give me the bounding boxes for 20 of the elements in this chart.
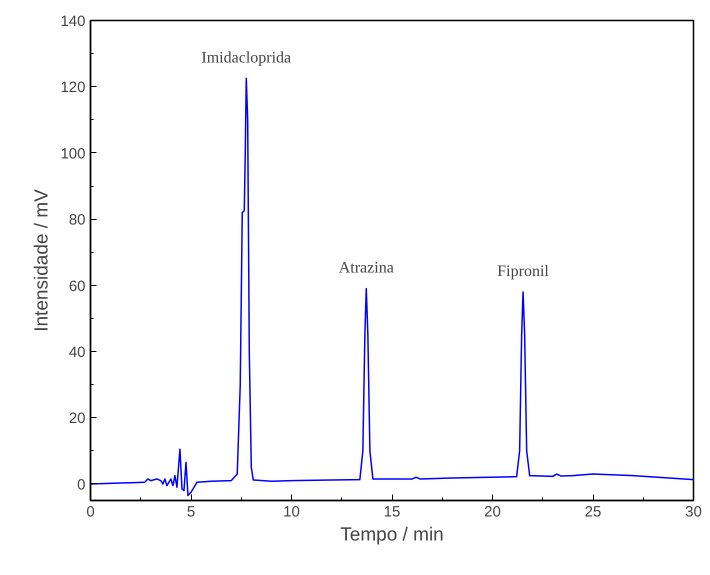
y-tick-label: 100 xyxy=(60,145,86,162)
line-series xyxy=(90,78,694,496)
x-tick-label: 20 xyxy=(484,504,501,520)
y-tick-label: 80 xyxy=(68,212,86,229)
y-axis-title: Intensidade / mV xyxy=(31,188,52,332)
x-tick-label: 10 xyxy=(283,504,300,520)
annotation: Fipronil xyxy=(497,262,550,280)
x-tick-label: 30 xyxy=(685,504,702,520)
y-tick-label: 140 xyxy=(60,13,86,30)
annotation: Atrazina xyxy=(338,260,394,277)
annotation: Imidacloprida xyxy=(201,49,292,66)
x-tick-label: 15 xyxy=(384,504,400,520)
y-tick-label: 60 xyxy=(68,278,86,295)
y-tick-label: 20 xyxy=(68,410,86,428)
y-tick-label: 40 xyxy=(68,344,86,362)
x-tick-label: 25 xyxy=(584,504,602,520)
y-tick-label: 0 xyxy=(77,476,86,494)
x-axis-title: Tempo / min xyxy=(340,524,444,546)
y-tick-label: 120 xyxy=(60,79,86,96)
x-tick-label: 5 xyxy=(186,504,196,520)
